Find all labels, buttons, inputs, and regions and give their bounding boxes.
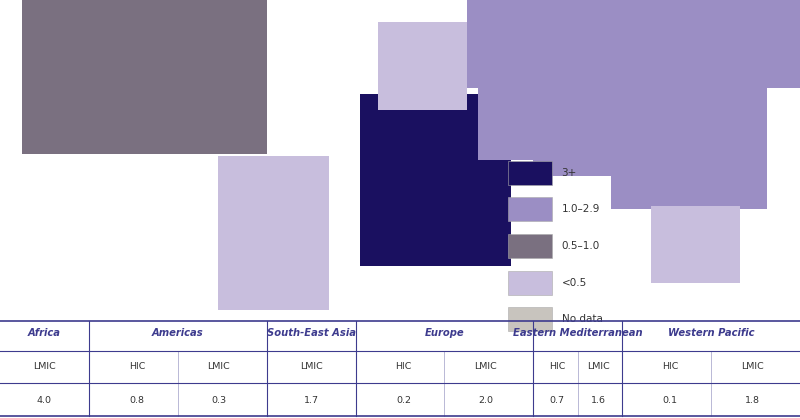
Text: 2.0: 2.0 [478, 395, 493, 405]
Text: LMIC: LMIC [33, 362, 56, 371]
Bar [508, 197, 552, 222]
Text: LMIC: LMIC [587, 362, 610, 371]
Text: 0.5–1.0: 0.5–1.0 [562, 241, 600, 251]
Text: 0.7: 0.7 [550, 395, 565, 405]
Text: 1.7: 1.7 [304, 395, 318, 405]
Text: Western Pacific: Western Pacific [668, 329, 754, 339]
Text: LMIC: LMIC [741, 362, 763, 371]
Text: HIC: HIC [395, 362, 412, 371]
FancyBboxPatch shape [611, 77, 766, 209]
Text: 0.8: 0.8 [130, 395, 144, 405]
FancyBboxPatch shape [360, 94, 511, 266]
Bar [508, 271, 552, 295]
Text: 1.6: 1.6 [590, 395, 606, 405]
Text: Americas: Americas [152, 329, 204, 339]
Text: No data: No data [562, 314, 602, 324]
Text: HIC: HIC [129, 362, 145, 371]
FancyBboxPatch shape [22, 0, 266, 154]
Text: HIC: HIC [549, 362, 566, 371]
FancyBboxPatch shape [378, 22, 466, 110]
Text: LMIC: LMIC [207, 362, 230, 371]
Text: 0.3: 0.3 [211, 395, 226, 405]
Text: 0.2: 0.2 [396, 395, 411, 405]
Text: Europe: Europe [425, 329, 464, 339]
Text: 1.8: 1.8 [745, 395, 759, 405]
FancyBboxPatch shape [534, 88, 645, 176]
Text: 4.0: 4.0 [37, 395, 52, 405]
Text: LMIC: LMIC [474, 362, 497, 371]
FancyBboxPatch shape [466, 0, 800, 88]
Bar [508, 161, 552, 185]
Bar [508, 234, 552, 258]
Text: Africa: Africa [28, 329, 61, 339]
Text: HIC: HIC [662, 362, 678, 371]
FancyBboxPatch shape [651, 206, 740, 283]
Text: 0.1: 0.1 [662, 395, 678, 405]
Text: <0.5: <0.5 [562, 278, 587, 288]
FancyBboxPatch shape [478, 84, 555, 161]
Text: 3+: 3+ [562, 168, 577, 178]
Text: South-East Asia: South-East Asia [266, 329, 356, 339]
Text: 1.0–2.9: 1.0–2.9 [562, 204, 600, 214]
Bar [508, 307, 552, 331]
Text: LMIC: LMIC [300, 362, 322, 371]
FancyBboxPatch shape [218, 156, 329, 310]
Text: Eastern Mediterranean: Eastern Mediterranean [513, 329, 642, 339]
